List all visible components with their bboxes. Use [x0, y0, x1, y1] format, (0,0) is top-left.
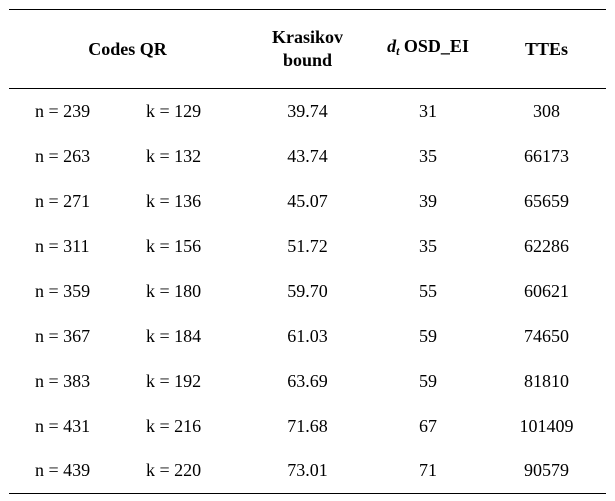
- cell-n: n = 367: [35, 325, 91, 346]
- header-dt-osd-ei: dt OSD_EI: [369, 10, 487, 89]
- cell-dt: 71: [419, 460, 438, 481]
- cell-k: k = 132: [146, 145, 202, 166]
- cell-n: n = 311: [35, 235, 90, 256]
- cell-n: n = 359: [35, 280, 91, 301]
- table-row: n = 367 k = 184 61.03 59 74650: [9, 314, 606, 359]
- header-codes-qr-text: Codes QR: [88, 38, 167, 59]
- cell-krasikov: 39.74: [287, 100, 328, 121]
- table-row: n = 311 k = 156 51.72 35 62286: [9, 224, 606, 269]
- cell-krasikov: 51.72: [287, 235, 328, 256]
- header-row: Codes QR Krasikov bound dt OSD_EI TTEs: [9, 10, 606, 89]
- header-krasikov-line2: bound: [282, 50, 333, 70]
- table-row: n = 383 k = 192 63.69 59 81810: [9, 359, 606, 404]
- cell-n: n = 439: [35, 460, 91, 481]
- header-krasikov-line1: Krasikov: [272, 27, 344, 47]
- cell-dt: 35: [419, 145, 438, 166]
- cell-n: n = 431: [35, 415, 91, 436]
- table-row: n = 439 k = 220 73.01 71 90579: [9, 449, 606, 494]
- cell-dt: 67: [419, 415, 438, 436]
- cell-ttes: 81810: [524, 370, 570, 391]
- cell-dt: 55: [419, 280, 438, 301]
- cell-ttes: 101409: [519, 415, 574, 436]
- cell-k: k = 184: [146, 325, 202, 346]
- table-row: n = 271 k = 136 45.07 39 65659: [9, 179, 606, 224]
- cell-ttes: 74650: [524, 325, 570, 346]
- cell-n: n = 271: [35, 190, 91, 211]
- cell-dt: 31: [419, 100, 438, 121]
- cell-ttes: 65659: [524, 190, 570, 211]
- cell-krasikov: 61.03: [287, 325, 328, 346]
- header-codes-qr: Codes QR: [9, 10, 246, 89]
- table-row: n = 431 k = 216 71.68 67 101409: [9, 404, 606, 449]
- cell-n: n = 239: [35, 100, 91, 121]
- cell-krasikov: 59.70: [287, 280, 328, 301]
- table-row: n = 239 k = 129 39.74 31 308: [9, 89, 606, 134]
- header-ttes-text: TTEs: [525, 38, 569, 59]
- cell-k: k = 136: [146, 190, 202, 211]
- cell-ttes: 62286: [524, 235, 570, 256]
- cell-k: k = 192: [146, 370, 202, 391]
- cell-ttes: 60621: [524, 280, 570, 301]
- qr-codes-table-container: Codes QR Krasikov bound dt OSD_EI TTEs n…: [9, 9, 607, 494]
- qr-codes-table: Codes QR Krasikov bound dt OSD_EI TTEs n…: [9, 9, 607, 494]
- cell-dt: 35: [419, 235, 438, 256]
- cell-dt: 59: [419, 325, 438, 346]
- cell-krasikov: 71.68: [287, 415, 328, 436]
- table-header: Codes QR Krasikov bound dt OSD_EI TTEs: [9, 9, 607, 89]
- cell-k: k = 156: [146, 235, 202, 256]
- header-osd-text: OSD_EI: [399, 36, 469, 56]
- cell-n: n = 263: [35, 145, 91, 166]
- cell-k: k = 129: [146, 100, 202, 121]
- cell-k: k = 180: [146, 280, 202, 301]
- cell-k: k = 220: [146, 460, 202, 481]
- cell-dt: 39: [419, 190, 438, 211]
- table-row: n = 263 k = 132 43.74 35 66173: [9, 134, 606, 179]
- table-row: n = 359 k = 180 59.70 55 60621: [9, 269, 606, 314]
- cell-krasikov: 73.01: [287, 460, 328, 481]
- cell-ttes: 66173: [524, 145, 570, 166]
- cell-krasikov: 43.74: [287, 145, 328, 166]
- header-dt-symbol: d: [387, 36, 397, 56]
- cell-krasikov: 45.07: [287, 190, 328, 211]
- header-ttes: TTEs: [487, 10, 606, 89]
- cell-ttes: 308: [533, 100, 561, 121]
- header-dt-subscript: t: [396, 44, 400, 58]
- table-body: n = 239 k = 129 39.74 31 308 n = 263 k =…: [9, 89, 607, 494]
- cell-dt: 59: [419, 370, 438, 391]
- header-krasikov-bound: Krasikov bound: [246, 10, 369, 89]
- cell-n: n = 383: [35, 370, 91, 391]
- cell-ttes: 90579: [524, 460, 570, 481]
- cell-krasikov: 63.69: [287, 370, 328, 391]
- cell-k: k = 216: [146, 415, 202, 436]
